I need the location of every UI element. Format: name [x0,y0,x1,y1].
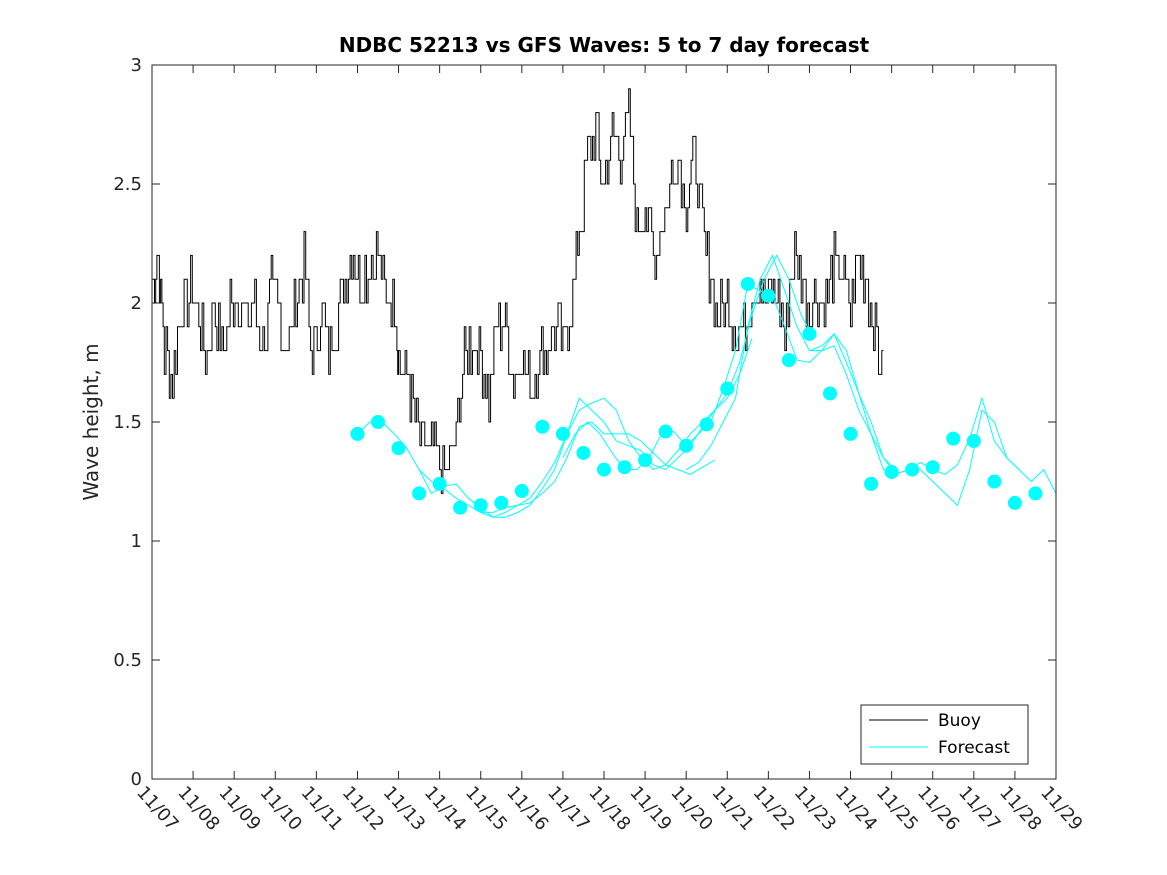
forecast-marker [905,462,920,477]
y-tick-label: 0.5 [113,650,142,671]
forecast-marker [514,484,529,499]
forecast-line-1 [357,421,716,518]
y-tick-label: 1.5 [113,412,142,433]
forecast-marker [453,500,468,515]
forecast-marker [1007,495,1022,510]
forecast-marker [555,426,570,441]
forecast-marker [761,288,776,303]
forecast-marker [432,476,447,491]
forecast-marker [679,438,694,453]
forecast-marker [412,486,427,501]
forecast-marker [350,426,365,441]
axes-box [151,64,1057,780]
forecast-marker [946,431,961,446]
forecast-marker [987,474,1002,489]
forecast-marker [658,424,673,439]
forecast-marker [494,495,509,510]
legend-box [860,704,1029,765]
y-tick-label: 2.5 [113,174,142,195]
forecast-marker [535,419,550,434]
forecast-marker [864,476,879,491]
forecast-line-5 [685,254,1020,507]
legend: Buoy Forecast [860,704,1029,765]
y-tick-label: 2 [131,293,142,314]
forecast-marker [1028,486,1043,501]
forecast-marker [597,462,611,477]
forecast-marker [966,434,981,449]
forecast-marker [638,453,653,468]
forecast-marker [925,460,940,475]
forecast-marker [391,441,406,456]
y-axis: 0 0.5 1 1.5 2 2.5 3 [113,55,1056,790]
forecast-marker [823,386,837,401]
forecast-marker [699,417,714,432]
forecast-marker [781,353,796,368]
forecast-marker [371,415,385,429]
forecast-marker [802,326,817,341]
y-axis-label: Wave height, m [79,343,103,500]
legend-buoy-label: Buoy [938,711,981,731]
y-tick-label: 1 [131,531,142,552]
forecast-marker [843,426,858,441]
y-tick-label: 3 [131,55,142,76]
forecast-marker [473,498,488,513]
forecast-marker [720,381,735,396]
forecast-marker [884,464,899,479]
chart-title: NDBC 52213 vs GFS Waves: 5 to 7 day fore… [339,33,870,57]
legend-forecast-label: Forecast [938,738,1010,758]
forecast-markers [350,276,1043,515]
forecast-marker [576,445,591,460]
forecast-line-4 [562,283,897,471]
y-tick-label: 0 [131,769,142,790]
forecast-marker [617,460,632,475]
forecast-marker [740,276,755,291]
